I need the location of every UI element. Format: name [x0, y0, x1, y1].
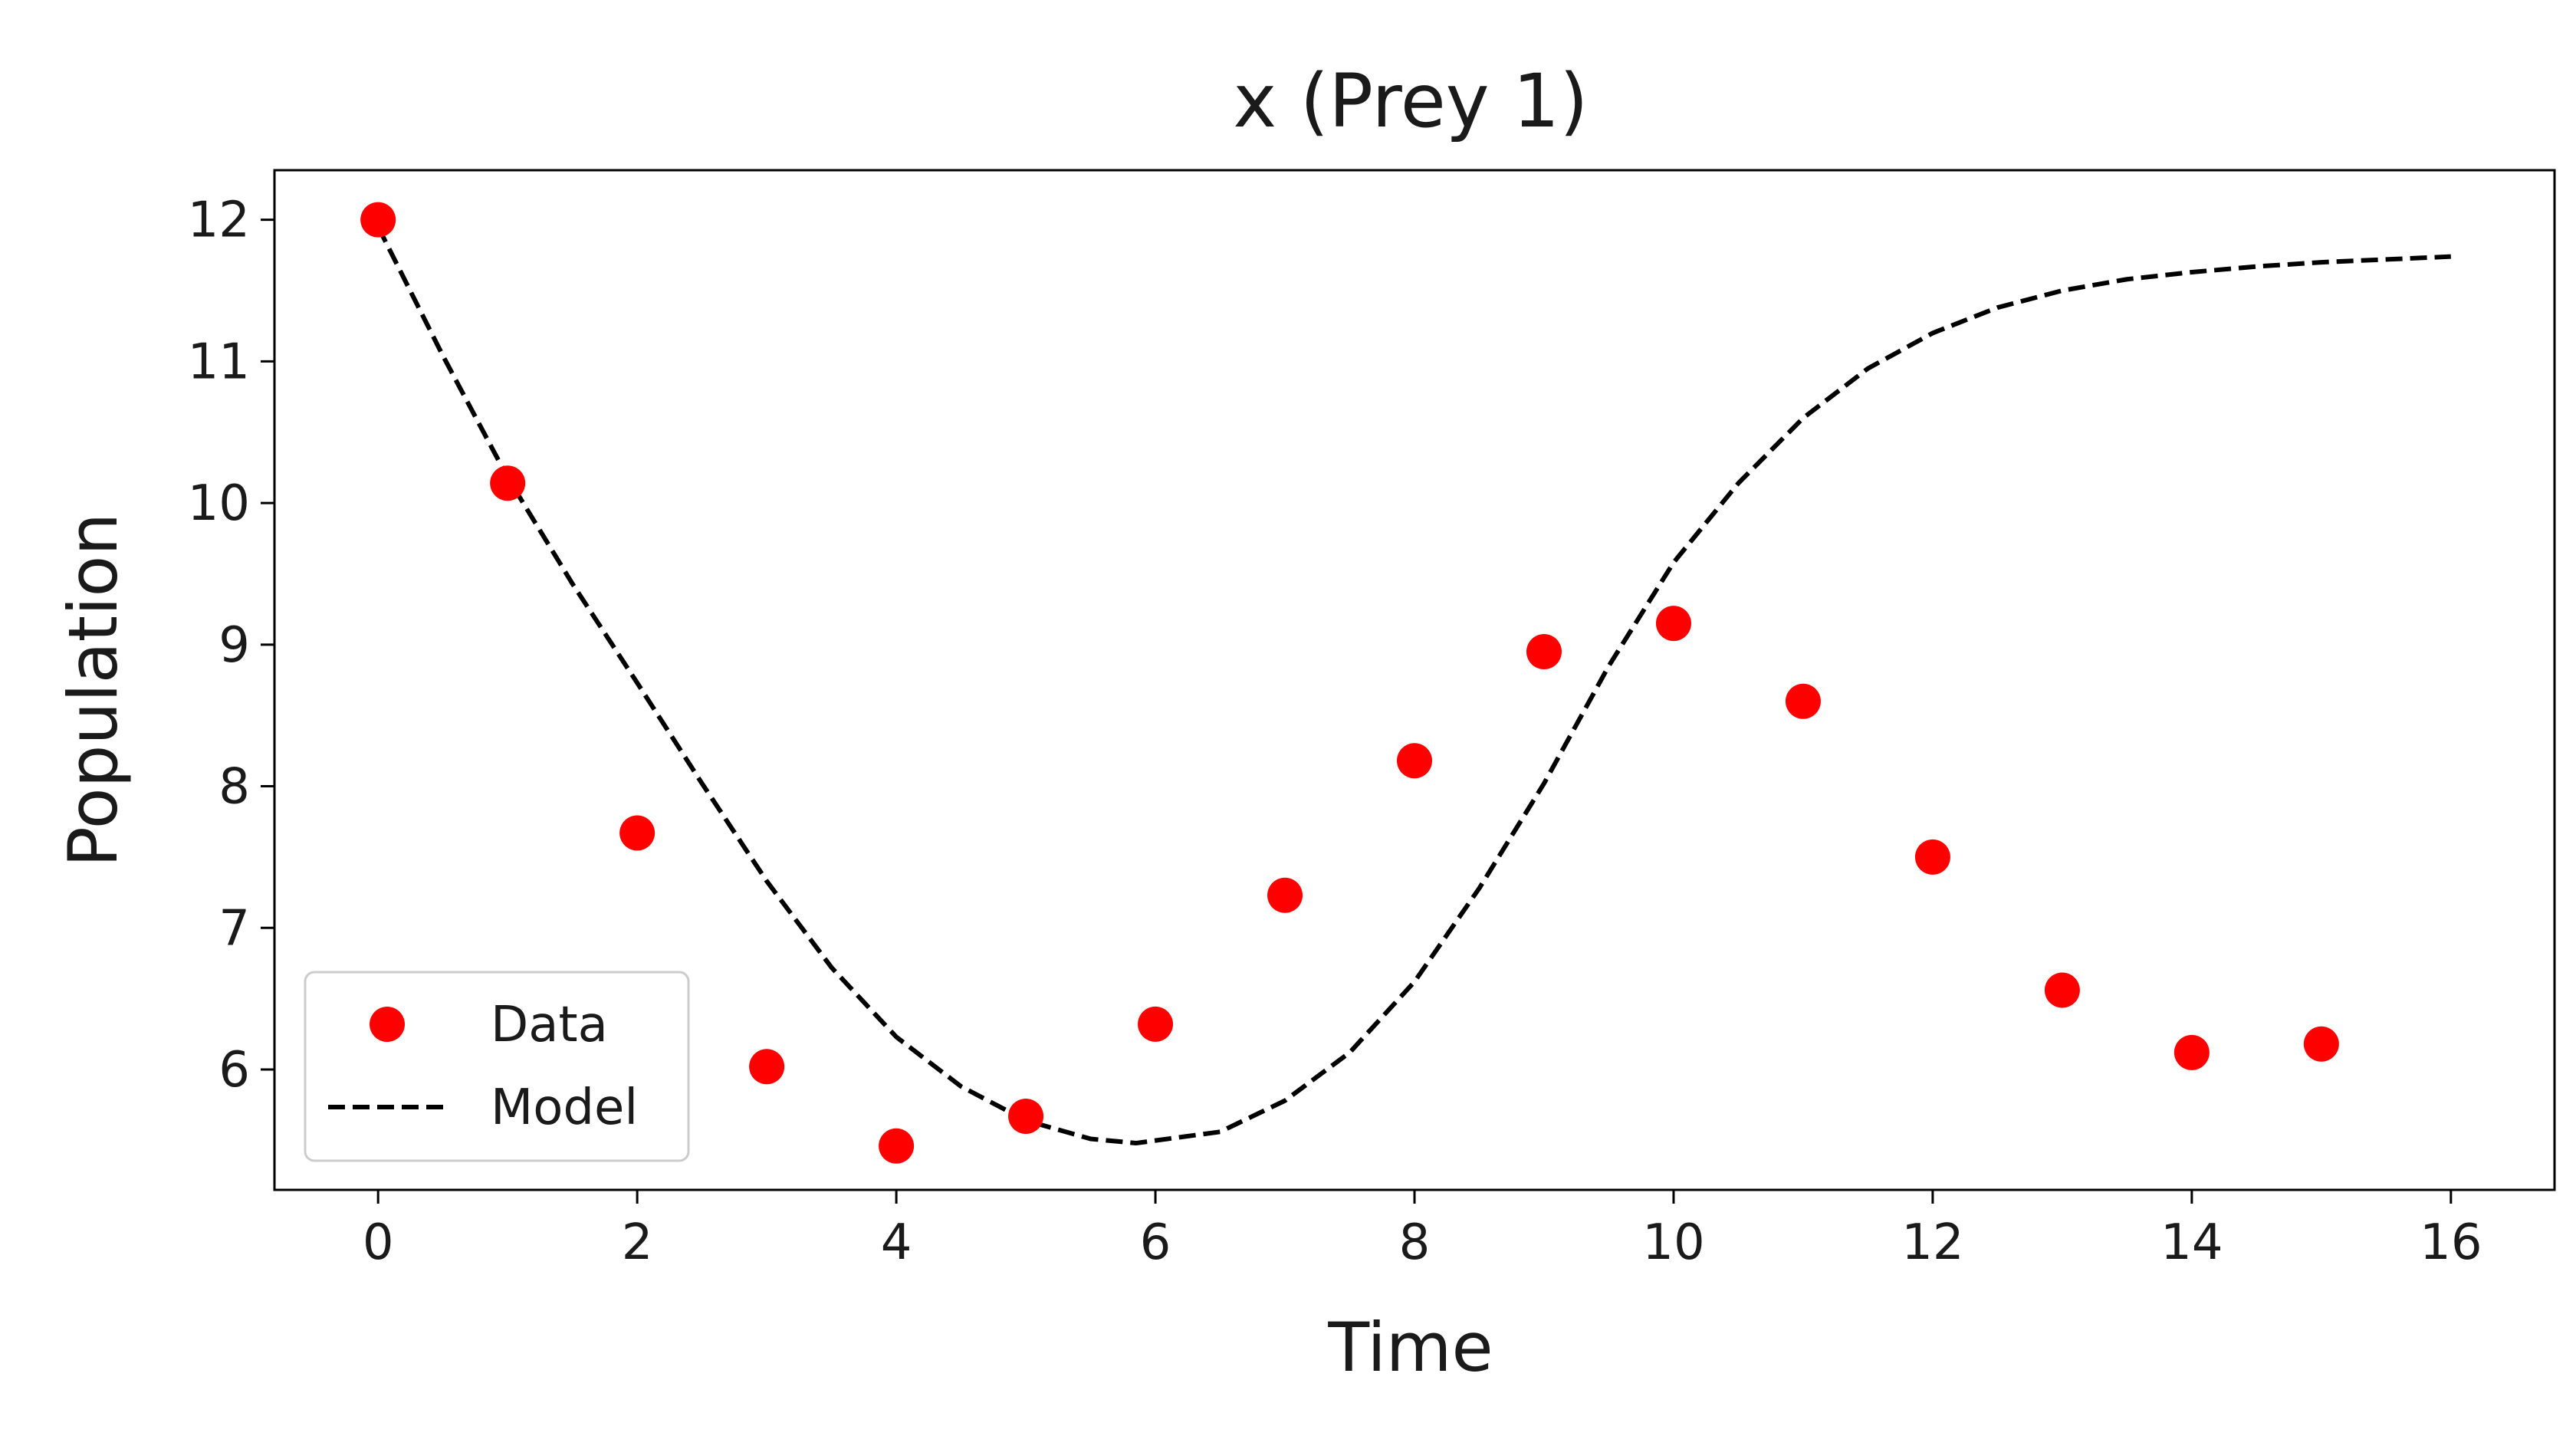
data-point — [1397, 743, 1432, 779]
y-tick-label: 12 — [188, 192, 250, 249]
data-point — [1008, 1098, 1044, 1134]
data-point — [1138, 1006, 1174, 1042]
data-point — [1526, 634, 1562, 670]
data-point — [2303, 1026, 2339, 1062]
x-tick-label: 8 — [1399, 1214, 1431, 1271]
data-point — [1655, 606, 1691, 642]
legend-data-marker — [370, 1007, 405, 1042]
x-tick-label: 2 — [622, 1214, 653, 1271]
data-point — [490, 465, 526, 501]
y-tick-label: 8 — [219, 759, 250, 816]
data-point — [1914, 839, 1950, 875]
chart-title: x (Prey 1) — [1233, 58, 1588, 144]
data-point — [1785, 683, 1821, 719]
x-tick-label: 16 — [2420, 1214, 2482, 1271]
x-tick-label: 0 — [363, 1214, 394, 1271]
x-tick-label: 4 — [881, 1214, 912, 1271]
y-tick-label: 9 — [219, 617, 250, 674]
data-point — [619, 815, 656, 851]
x-tick-label: 14 — [2160, 1214, 2223, 1271]
axis-ticks: 0 2 4 6 8 10 12 14 16 6 7 8 9 10 11 12 — [188, 192, 2482, 1271]
legend-model-label: Model — [491, 1079, 638, 1136]
data-point — [2044, 972, 2080, 1008]
axes-frame — [273, 169, 2556, 1191]
plot-area — [360, 202, 2451, 1164]
y-tick-label: 10 — [188, 475, 250, 532]
data-point — [2174, 1034, 2210, 1070]
x-tick-label: 10 — [1642, 1214, 1704, 1271]
data-point — [360, 202, 396, 238]
legend-data-label: Data — [491, 997, 608, 1053]
x-axis-label: Time — [1327, 1308, 1493, 1387]
y-tick-label: 11 — [188, 334, 250, 390]
data-point — [879, 1128, 915, 1164]
legend: Data Model — [304, 971, 690, 1162]
y-tick-label: 7 — [219, 900, 250, 957]
y-axis-label: Population — [54, 513, 133, 867]
model-line — [376, 225, 2451, 1146]
data-point — [1267, 877, 1303, 913]
x-tick-label: 6 — [1140, 1214, 1171, 1271]
data-point — [749, 1049, 785, 1085]
y-tick-label: 6 — [219, 1042, 250, 1099]
x-tick-label: 12 — [1901, 1214, 1963, 1271]
